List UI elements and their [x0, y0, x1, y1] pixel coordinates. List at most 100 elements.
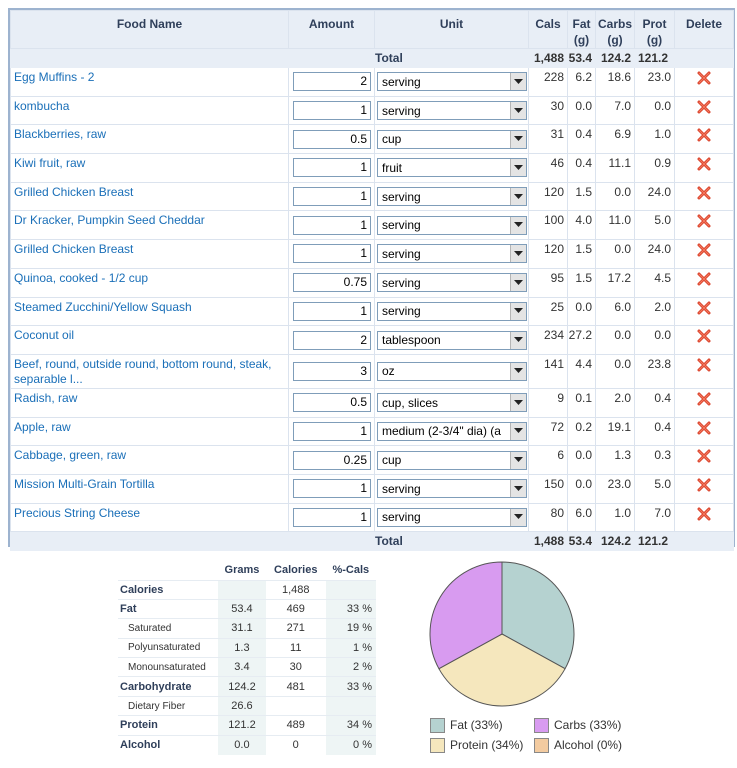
unit-select[interactable]: cup, slices: [377, 393, 527, 413]
fat-cell: 1.5: [567, 267, 596, 298]
food-name-link[interactable]: kombucha: [10, 95, 289, 126]
amount-input[interactable]: 2: [293, 72, 371, 92]
dropdown-arrow-icon[interactable]: [510, 188, 526, 206]
food-name-link[interactable]: Radish, raw: [10, 387, 289, 418]
food-row: Mission Multi-Grain Tortilla 1 serving 150 0…: [10, 473, 734, 504]
unit-select[interactable]: tablespoon: [377, 330, 527, 350]
fat-cell: 0.0: [567, 473, 596, 504]
food-name-link[interactable]: Apple, raw: [10, 416, 289, 447]
food-name-link[interactable]: Dr Kracker, Pumpkin Seed Cheddar: [10, 210, 289, 241]
amount-input[interactable]: 0.5: [293, 393, 371, 413]
unit-select[interactable]: medium (2-3/4" dia) (a: [377, 421, 527, 441]
dropdown-arrow-icon[interactable]: [510, 102, 526, 120]
unit-select-value: fruit: [382, 160, 403, 175]
amount-input[interactable]: 0.75: [293, 273, 371, 293]
unit-select[interactable]: serving: [377, 479, 527, 499]
summary-pct: 33 %: [325, 598, 376, 619]
summary-grams: 121.2: [218, 715, 266, 736]
table-header-row: Food Name Amount Unit Cals Fat (g) Carbs(…: [10, 10, 734, 49]
fat-cell: 0.0: [567, 296, 596, 327]
food-name-link[interactable]: Precious String Cheese: [10, 502, 289, 533]
legend-swatch-carbs: [534, 717, 549, 733]
prot-cell: 24.0: [634, 239, 675, 269]
delete-icon[interactable]: [696, 477, 712, 493]
delete-icon[interactable]: [696, 213, 712, 229]
dropdown-arrow-icon[interactable]: [510, 245, 526, 263]
unit-select[interactable]: fruit: [377, 158, 527, 178]
delete-icon[interactable]: [696, 70, 712, 86]
dropdown-arrow-icon[interactable]: [510, 451, 526, 469]
unit-select[interactable]: serving: [377, 215, 527, 235]
amount-input[interactable]: 0.5: [293, 129, 371, 149]
amount-input[interactable]: 1: [293, 507, 371, 527]
amount-input[interactable]: 1: [293, 101, 371, 121]
dropdown-arrow-icon[interactable]: [510, 480, 526, 498]
food-name-link[interactable]: Mission Multi-Grain Tortilla: [10, 473, 289, 504]
amount-input[interactable]: 3: [293, 361, 371, 381]
food-name-link[interactable]: Quinoa, cooked - 1/2 cup: [10, 267, 289, 298]
summary-label: Carbohydrate: [118, 676, 218, 697]
delete-icon[interactable]: [696, 391, 712, 407]
dropdown-arrow-icon[interactable]: [510, 302, 526, 320]
prot-cell: 0.0: [634, 325, 675, 355]
delete-icon[interactable]: [696, 271, 712, 287]
delete-icon[interactable]: [696, 357, 712, 373]
food-name-link[interactable]: Kiwi fruit, raw: [10, 153, 289, 183]
amount-input[interactable]: 0.25: [293, 450, 371, 470]
dropdown-arrow-icon[interactable]: [510, 159, 526, 177]
unit-select[interactable]: oz: [377, 361, 527, 381]
delete-icon[interactable]: [696, 328, 712, 344]
unit-select-value: serving: [382, 304, 421, 319]
dropdown-arrow-icon[interactable]: [510, 73, 526, 91]
delete-icon[interactable]: [696, 156, 712, 172]
unit-select[interactable]: serving: [377, 301, 527, 321]
amount-input[interactable]: 1: [293, 421, 371, 441]
unit-select[interactable]: cup: [377, 450, 527, 470]
unit-select[interactable]: serving: [377, 273, 527, 293]
delete-icon[interactable]: [696, 99, 712, 115]
food-name-link[interactable]: Cabbage, green, raw: [10, 445, 289, 475]
amount-input[interactable]: 1: [293, 215, 371, 235]
dropdown-arrow-icon[interactable]: [510, 394, 526, 412]
amount-input[interactable]: 1: [293, 158, 371, 178]
delete-icon[interactable]: [696, 506, 712, 522]
total-label: Total: [374, 531, 529, 552]
unit-select[interactable]: serving: [377, 507, 527, 527]
dropdown-arrow-icon[interactable]: [510, 508, 526, 526]
food-name-link[interactable]: Blackberries, raw: [10, 124, 289, 155]
delete-icon[interactable]: [696, 420, 712, 436]
amount-input[interactable]: 2: [293, 330, 371, 350]
delete-icon[interactable]: [696, 242, 712, 258]
summary-pct: 33 %: [325, 676, 376, 697]
dropdown-arrow-icon[interactable]: [510, 422, 526, 440]
dropdown-arrow-icon[interactable]: [510, 130, 526, 148]
carbs-cell: 1.0: [595, 502, 635, 533]
sum-col-grams: Grams: [224, 564, 260, 577]
summary-label: Polyunsaturated: [118, 637, 218, 658]
delete-icon[interactable]: [696, 300, 712, 316]
dropdown-arrow-icon[interactable]: [510, 274, 526, 292]
delete-icon[interactable]: [696, 448, 712, 464]
dropdown-arrow-icon[interactable]: [510, 216, 526, 234]
dropdown-arrow-icon[interactable]: [510, 331, 526, 349]
unit-select-value: serving: [382, 74, 421, 89]
unit-select[interactable]: cup: [377, 129, 527, 149]
unit-select[interactable]: serving: [377, 101, 527, 121]
sum-col-pct: %-Cals: [332, 564, 370, 577]
unit-select[interactable]: serving: [377, 187, 527, 207]
food-name-link[interactable]: Beef, round, outside round, bottom round…: [10, 353, 289, 389]
delete-icon[interactable]: [696, 185, 712, 201]
food-name-link[interactable]: Steamed Zucchini/Yellow Squash: [10, 296, 289, 327]
food-name-link[interactable]: Egg Muffins - 2: [10, 67, 289, 97]
amount-input[interactable]: 1: [293, 301, 371, 321]
dropdown-arrow-icon[interactable]: [510, 362, 526, 380]
amount-input[interactable]: 1: [293, 479, 371, 499]
delete-icon[interactable]: [696, 127, 712, 143]
amount-input[interactable]: 1: [293, 187, 371, 207]
unit-select[interactable]: serving: [377, 244, 527, 264]
food-name-link[interactable]: Grilled Chicken Breast: [10, 239, 289, 269]
unit-select[interactable]: serving: [377, 72, 527, 92]
amount-input[interactable]: 1: [293, 244, 371, 264]
food-name-link[interactable]: Coconut oil: [10, 325, 289, 355]
food-name-link[interactable]: Grilled Chicken Breast: [10, 181, 289, 212]
